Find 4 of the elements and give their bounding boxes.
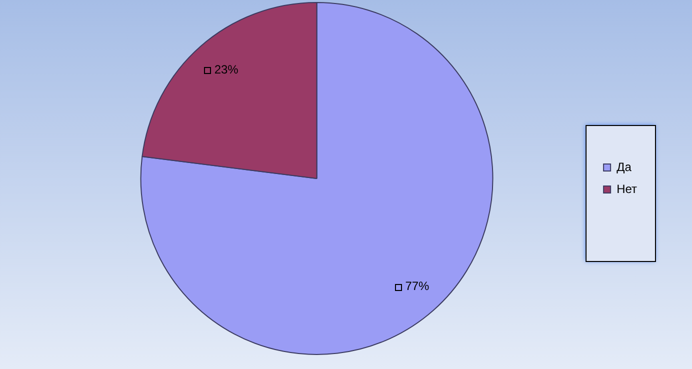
legend-label: Нет: [616, 182, 638, 196]
data-label: 77%: [405, 279, 430, 294]
data-label: 23%: [214, 62, 239, 77]
legend-label: Да: [616, 160, 632, 174]
